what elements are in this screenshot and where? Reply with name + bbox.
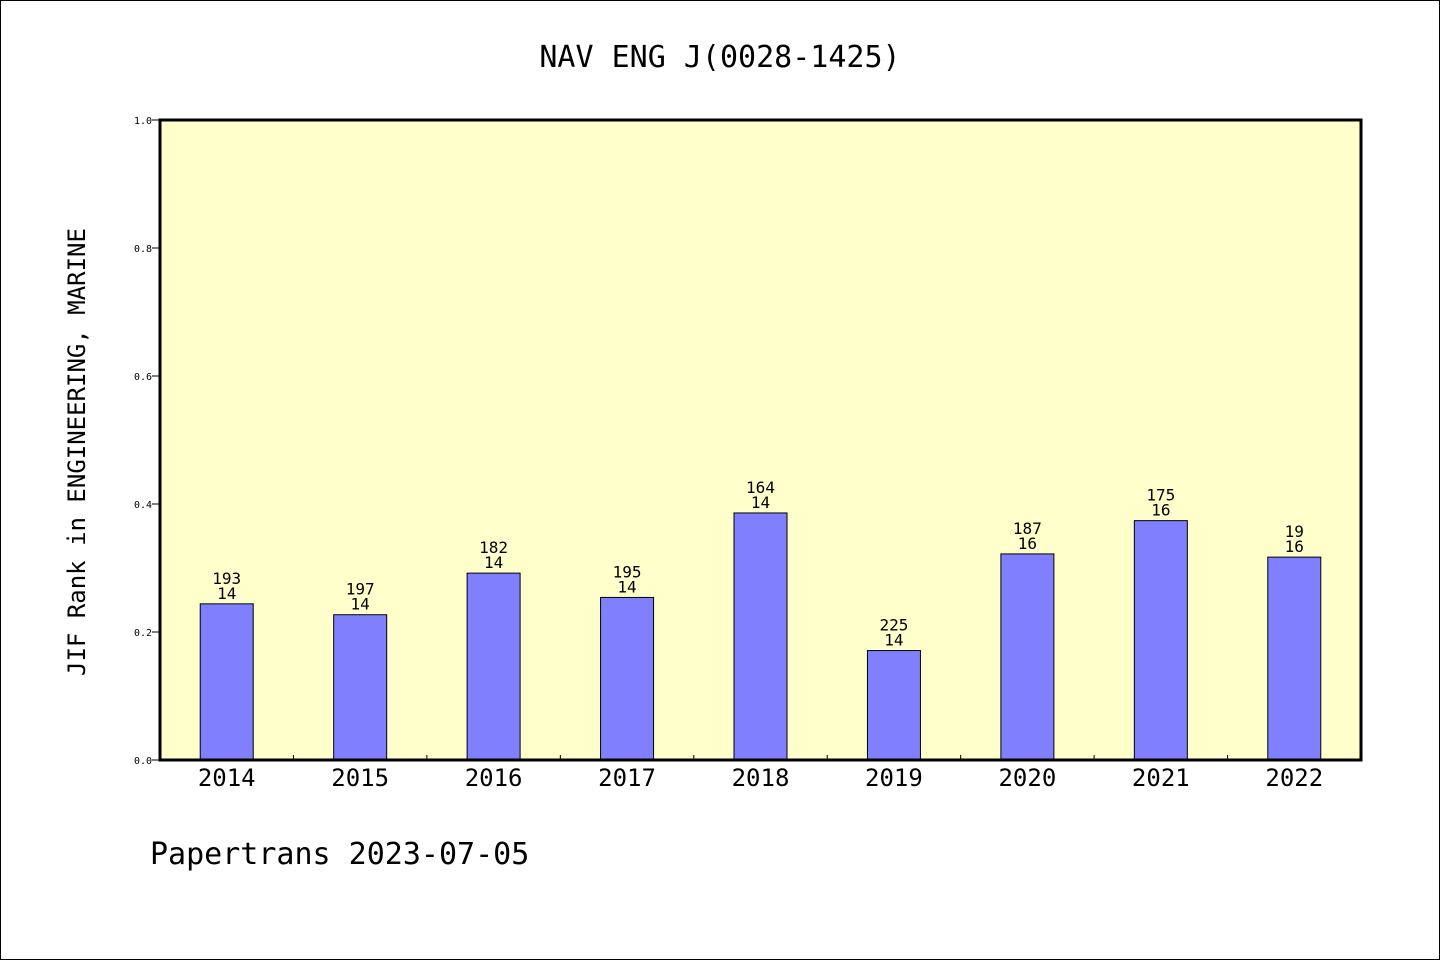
bar-2016 bbox=[466, 572, 521, 761]
y-tick-label: 0.4 bbox=[134, 500, 152, 511]
y-axis-ticks: 0.0 0.2 0.4 0.6 0.8 1.0 bbox=[134, 116, 160, 767]
y-tick-label: 0.0 bbox=[134, 756, 152, 767]
y-tick-label: 1.0 bbox=[134, 116, 152, 127]
x-axis-ticks: 2014 2015 2016 2017 2018 2019 2020 2021 2022 bbox=[198, 755, 1323, 792]
bar-label-total: 14 bbox=[884, 631, 903, 650]
bar-2020 bbox=[1000, 553, 1055, 761]
bar-label-total: 16 bbox=[1151, 501, 1170, 520]
x-tick-label: 2018 bbox=[732, 764, 790, 792]
bar-2015 bbox=[333, 614, 388, 761]
x-tick-label: 2016 bbox=[465, 764, 523, 792]
bar-2021 bbox=[1133, 520, 1188, 761]
bar-label-total: 14 bbox=[217, 584, 236, 603]
y-tick-label: 0.8 bbox=[134, 244, 152, 255]
bar-label-total: 16 bbox=[1285, 537, 1304, 556]
bar-label-rank: 193 bbox=[212, 569, 241, 588]
bar-2017 bbox=[600, 596, 655, 761]
bar-label-rank: 19 bbox=[1285, 522, 1304, 541]
y-axis-label: JIF Rank in ENGINEERING, MARINE bbox=[63, 228, 91, 676]
bar-label-rank: 197 bbox=[346, 580, 375, 599]
y-tick-label: 0.6 bbox=[134, 372, 152, 383]
bar-label-rank: 195 bbox=[613, 562, 642, 581]
x-tick-label: 2022 bbox=[1265, 764, 1323, 792]
chart-title: NAV ENG J(0028-1425) bbox=[539, 40, 900, 75]
x-tick-label: 2020 bbox=[998, 764, 1056, 792]
plot-border bbox=[158, 118, 1363, 762]
bar-label-total: 14 bbox=[751, 493, 770, 512]
bar-label-total: 14 bbox=[484, 553, 503, 572]
bar-label-total: 16 bbox=[1018, 534, 1037, 553]
bar-label-rank: 187 bbox=[1013, 519, 1042, 538]
bars bbox=[199, 512, 1322, 761]
x-tick-label: 2019 bbox=[865, 764, 923, 792]
bar-label-rank: 164 bbox=[746, 478, 775, 497]
bar-2019 bbox=[866, 650, 921, 761]
bar-2018 bbox=[733, 512, 788, 761]
bar-label-total: 14 bbox=[351, 595, 370, 614]
footer-source-date: Papertrans 2023-07-05 bbox=[150, 837, 529, 872]
x-tick-label: 2015 bbox=[331, 764, 389, 792]
bar-label-total: 14 bbox=[617, 577, 636, 596]
bar-2014 bbox=[199, 603, 254, 761]
x-tick-label: 2017 bbox=[598, 764, 656, 792]
x-tick-label: 2014 bbox=[198, 764, 256, 792]
bar-label-rank: 182 bbox=[479, 538, 508, 557]
bar-label-rank: 175 bbox=[1146, 486, 1175, 505]
y-tick-label: 0.2 bbox=[134, 628, 152, 639]
bar-label-rank: 225 bbox=[879, 616, 908, 635]
bar-2022 bbox=[1267, 556, 1322, 761]
x-tick-label: 2021 bbox=[1132, 764, 1190, 792]
